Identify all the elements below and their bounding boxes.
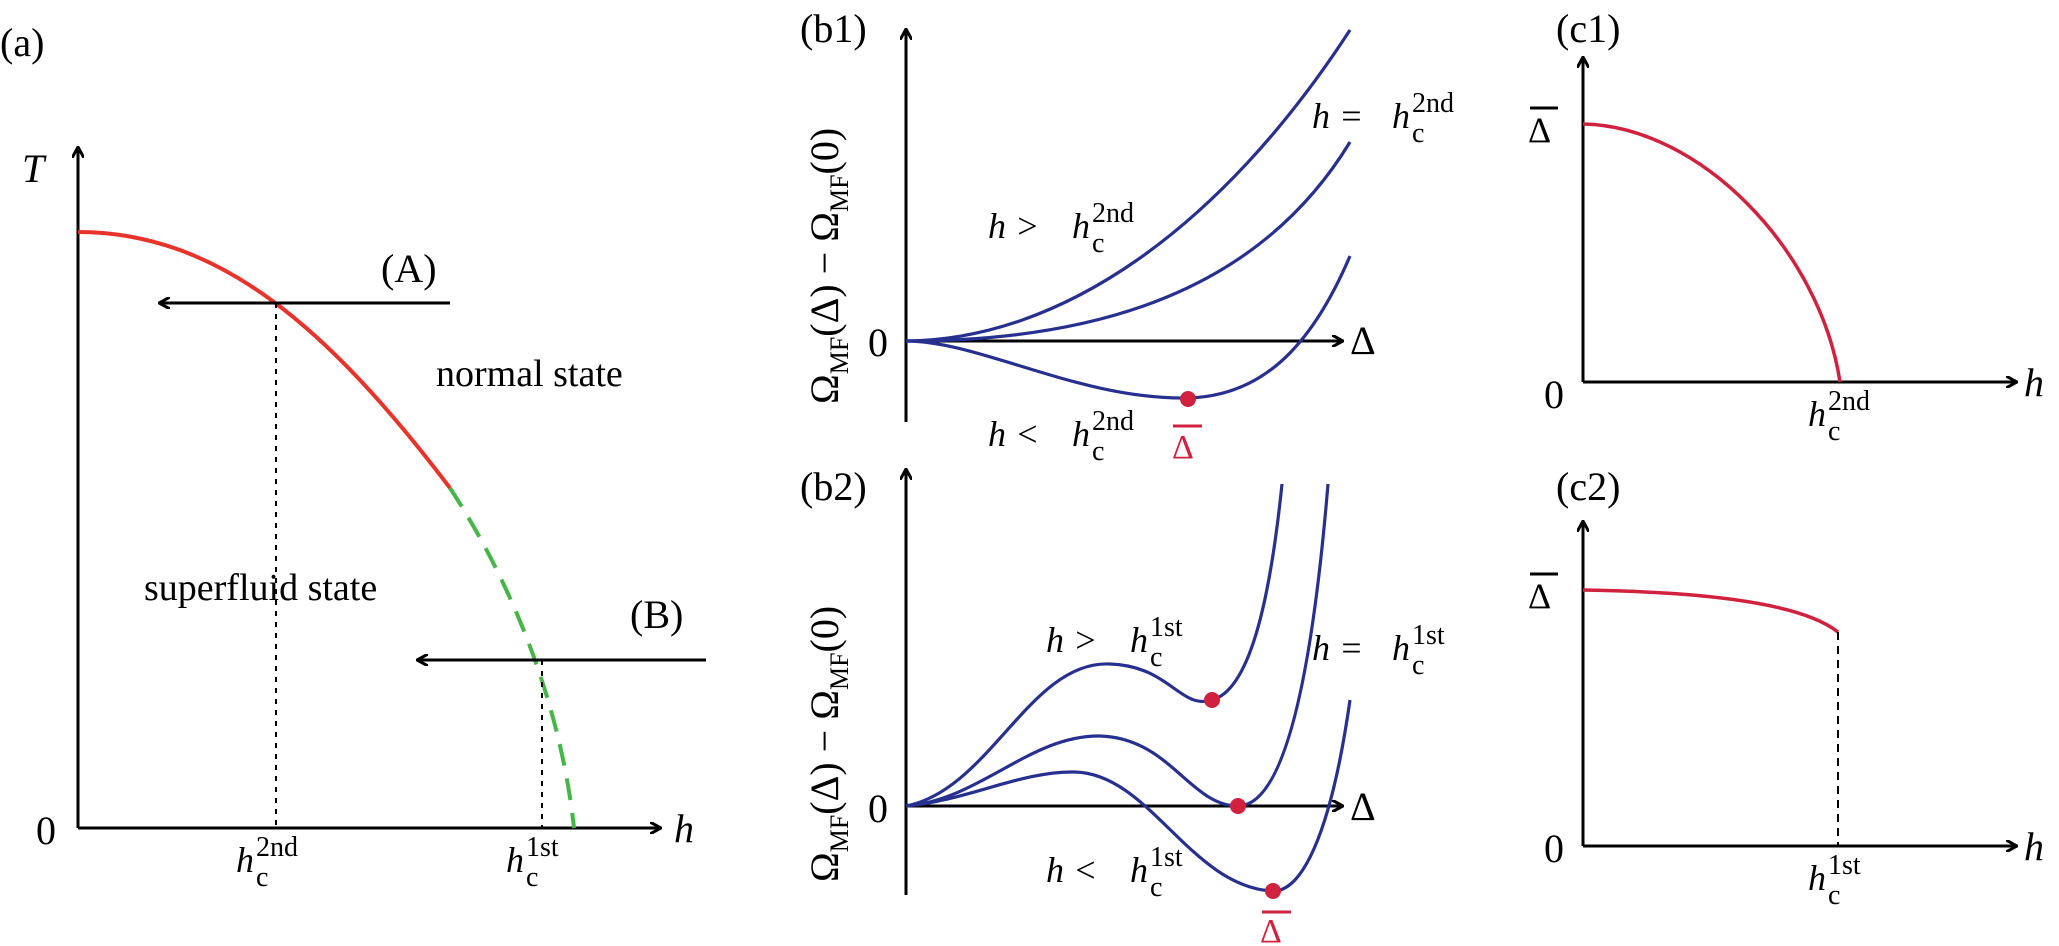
b2-gap-label: Δ (1260, 910, 1291, 946)
b2-critical-marker (1230, 798, 1246, 814)
panel-b1-y-label: ΩMF(Δ) − ΩMF(0) (802, 128, 854, 404)
path-b-label: (B) (630, 592, 683, 637)
b1-label-lt: h < h c 2nd (988, 406, 1134, 467)
panel-c2: (c2) h 0 Δ h c 1st (1528, 464, 2044, 911)
normal-state-label: normal state (436, 353, 623, 395)
c2-tick-hc1st: h c 1st (1808, 850, 1861, 911)
svg-text:1st: 1st (1412, 620, 1445, 651)
svg-text:2nd: 2nd (1092, 198, 1134, 229)
panel-a: (a) T h 0 (A) (B) normal state superflui… (0, 20, 706, 893)
svg-text:Δ: Δ (1528, 110, 1551, 150)
path-a-label: (A) (381, 246, 437, 291)
panel-a-y-label: T (22, 146, 47, 191)
svg-text:Δ: Δ (1260, 913, 1282, 946)
svg-text:h: h (1392, 96, 1410, 136)
panel-b2-x-label: Δ (1350, 784, 1376, 829)
svg-text:h =: h = (1312, 628, 1363, 668)
b1-curve-above (905, 29, 1352, 343)
b1-curve-critical (905, 141, 1352, 343)
c1-gap-curve (1582, 122, 1842, 383)
panel-c2-label: (c2) (1556, 464, 1620, 509)
svg-text:2nd: 2nd (1092, 406, 1134, 437)
svg-text:2nd: 2nd (1828, 386, 1870, 417)
b2-minimum-marker (1265, 883, 1281, 899)
svg-text:h: h (1072, 206, 1090, 246)
panel-c1-y-label: Δ (1528, 106, 1558, 150)
panel-a-label: (a) (0, 20, 44, 65)
svg-text:h >: h > (988, 206, 1039, 246)
tick-h2nd: h c 2nd (236, 832, 298, 893)
svg-text:h: h (1808, 858, 1826, 898)
svg-text:1st: 1st (1150, 612, 1183, 643)
panel-c2-x-label: h (2024, 824, 2044, 869)
b1-label-eq: h = h c 2nd (1312, 88, 1454, 149)
c2-gap-curve (1582, 588, 1840, 634)
svg-text:c: c (1412, 118, 1424, 149)
svg-text:c: c (1828, 880, 1840, 911)
svg-text:2nd: 2nd (1412, 88, 1454, 119)
b2-label-lt: h < h c 1st (1046, 842, 1183, 903)
panel-b1: (b1) Δ 0 ΩMF(Δ) − ΩMF(0) h > h c 2nd h =… (800, 6, 1454, 467)
svg-text:ΩMF(Δ) − ΩMF(0): ΩMF(Δ) − ΩMF(0) (802, 606, 854, 882)
superfluid-state-label: superfluid state (144, 567, 377, 609)
b2-curve-below (905, 699, 1352, 893)
tick-h1st: h c 1st (506, 832, 559, 893)
second-order-boundary (77, 230, 452, 490)
first-order-boundary (448, 486, 576, 829)
panel-b2-y-label: ΩMF(Δ) − ΩMF(0) (802, 606, 854, 882)
panel-b2-label: (b2) (800, 464, 867, 509)
panel-a-x-label: h (674, 806, 694, 851)
svg-text:h: h (236, 840, 254, 880)
svg-text:h =: h = (1312, 96, 1363, 136)
svg-text:c: c (1150, 642, 1162, 673)
panel-b1-label: (b1) (800, 6, 867, 51)
panel-c2-origin: 0 (1544, 826, 1564, 871)
svg-text:h: h (1072, 414, 1090, 454)
svg-text:c: c (526, 862, 538, 893)
svg-text:h <: h < (988, 414, 1039, 454)
panel-c1: (c1) h 0 Δ h c 2nd (1528, 6, 2044, 447)
c1-tick-hc2nd: h c 2nd (1808, 386, 1870, 447)
b2-metastable-marker (1204, 692, 1220, 708)
svg-text:Δ: Δ (1528, 576, 1551, 616)
svg-text:1st: 1st (526, 832, 559, 863)
b1-gap-label: Δ (1172, 424, 1202, 466)
b2-curve-critical (905, 483, 1330, 808)
svg-text:h: h (1130, 620, 1148, 660)
panel-b1-origin: 0 (868, 320, 888, 365)
b2-label-eq: h = h c 1st (1312, 620, 1445, 681)
b1-minimum-marker (1180, 391, 1196, 407)
panel-c1-label: (c1) (1556, 6, 1620, 51)
b1-curve-below (905, 255, 1352, 400)
svg-text:c: c (1412, 650, 1424, 681)
svg-text:c: c (1092, 228, 1104, 259)
svg-text:c: c (1092, 436, 1104, 467)
svg-text:h: h (506, 840, 524, 880)
panel-b2: (b2) Δ 0 ΩMF(Δ) − ΩMF(0) h > h c 1st h =… (800, 464, 1445, 946)
panel-a-origin: 0 (36, 808, 56, 853)
svg-text:c: c (256, 862, 268, 893)
b2-label-gt: h > h c 1st (1046, 612, 1183, 673)
panel-c1-origin: 0 (1544, 372, 1564, 417)
svg-text:h <: h < (1046, 850, 1097, 890)
panel-c1-x-label: h (2024, 360, 2044, 405)
panel-b1-x-label: Δ (1350, 318, 1376, 363)
panel-b2-origin: 0 (868, 786, 888, 831)
svg-text:1st: 1st (1828, 850, 1861, 881)
svg-text:2nd: 2nd (256, 832, 298, 863)
svg-text:Δ: Δ (1172, 429, 1194, 466)
svg-text:c: c (1150, 872, 1162, 903)
svg-text:h >: h > (1046, 620, 1097, 660)
svg-text:c: c (1828, 416, 1840, 447)
svg-text:h: h (1130, 850, 1148, 890)
svg-text:1st: 1st (1150, 842, 1183, 873)
svg-text:ΩMF(Δ) − ΩMF(0): ΩMF(Δ) − ΩMF(0) (802, 128, 854, 404)
panel-c2-y-label: Δ (1528, 572, 1558, 616)
b1-label-gt: h > h c 2nd (988, 198, 1134, 259)
b2-curve-above (905, 483, 1284, 808)
svg-text:h: h (1808, 394, 1826, 434)
svg-text:h: h (1392, 628, 1410, 668)
